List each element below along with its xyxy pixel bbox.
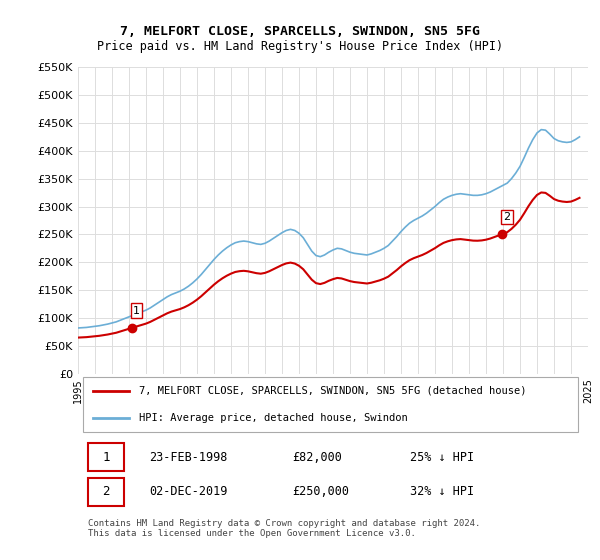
Text: 7, MELFORT CLOSE, SPARCELLS, SWINDON, SN5 5FG (detached house): 7, MELFORT CLOSE, SPARCELLS, SWINDON, SN… bbox=[139, 386, 527, 396]
Text: Price paid vs. HM Land Registry's House Price Index (HPI): Price paid vs. HM Land Registry's House … bbox=[97, 40, 503, 53]
Text: 32% ↓ HPI: 32% ↓ HPI bbox=[409, 485, 473, 498]
Text: 7, MELFORT CLOSE, SPARCELLS, SWINDON, SN5 5FG: 7, MELFORT CLOSE, SPARCELLS, SWINDON, SN… bbox=[120, 25, 480, 38]
Text: 1: 1 bbox=[102, 451, 110, 464]
Text: HPI: Average price, detached house, Swindon: HPI: Average price, detached house, Swin… bbox=[139, 413, 408, 423]
Text: 23-FEB-1998: 23-FEB-1998 bbox=[149, 451, 228, 464]
Text: 02-DEC-2019: 02-DEC-2019 bbox=[149, 485, 228, 498]
FancyBboxPatch shape bbox=[88, 478, 124, 506]
Text: Contains HM Land Registry data © Crown copyright and database right 2024.
This d: Contains HM Land Registry data © Crown c… bbox=[88, 519, 481, 538]
FancyBboxPatch shape bbox=[83, 377, 578, 432]
Text: £250,000: £250,000 bbox=[292, 485, 349, 498]
Text: 2: 2 bbox=[503, 212, 511, 222]
Text: 25% ↓ HPI: 25% ↓ HPI bbox=[409, 451, 473, 464]
Text: £82,000: £82,000 bbox=[292, 451, 342, 464]
Text: 1: 1 bbox=[133, 306, 140, 316]
FancyBboxPatch shape bbox=[88, 443, 124, 471]
Text: 2: 2 bbox=[102, 485, 110, 498]
